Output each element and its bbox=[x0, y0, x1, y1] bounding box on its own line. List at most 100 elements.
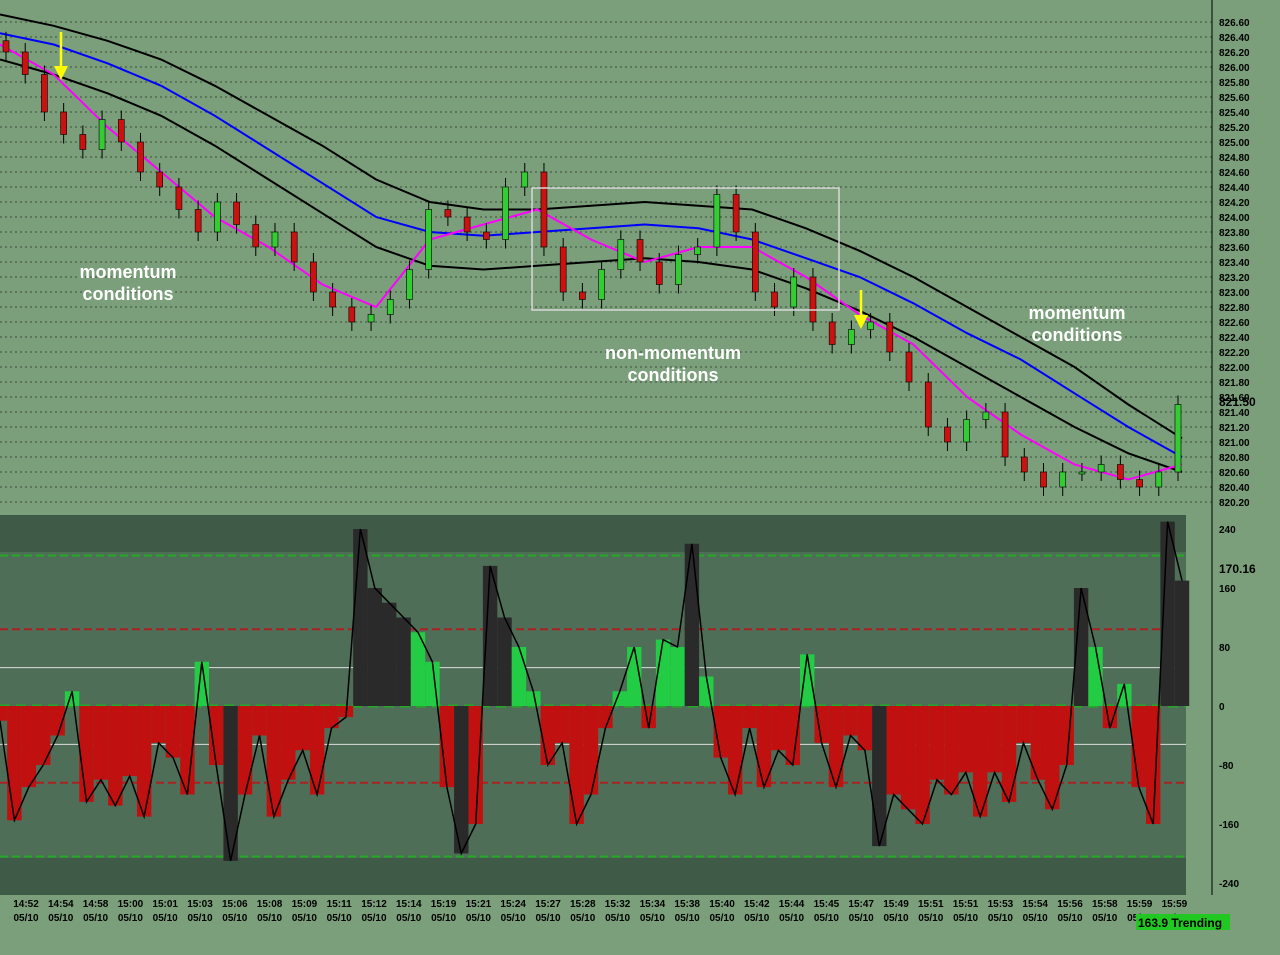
histogram-bar bbox=[944, 706, 959, 795]
y-tick-label: 824.20 bbox=[1219, 198, 1250, 209]
y-tick-label: 821.20 bbox=[1219, 423, 1250, 434]
histogram-bar bbox=[237, 706, 253, 795]
x-tick-time: 15:12 bbox=[361, 899, 387, 910]
histogram-bar bbox=[266, 706, 282, 817]
x-tick-time: 15:27 bbox=[535, 899, 561, 910]
x-tick-date: 05/10 bbox=[187, 913, 212, 924]
candle-body bbox=[963, 419, 970, 443]
annotation-momentum-1: momentum bbox=[79, 262, 176, 282]
histogram-bar bbox=[381, 602, 397, 706]
histogram-bar bbox=[843, 706, 858, 736]
x-tick-time: 15:34 bbox=[640, 899, 666, 910]
candle-body bbox=[790, 276, 798, 308]
x-tick-date: 05/10 bbox=[779, 913, 804, 924]
candle-body bbox=[1117, 464, 1124, 480]
candle-body bbox=[271, 231, 279, 248]
candle-body bbox=[367, 314, 375, 323]
histogram-bar bbox=[1117, 683, 1132, 706]
x-tick-date: 05/10 bbox=[431, 913, 456, 924]
indicator-histogram bbox=[0, 521, 1190, 862]
candle-body bbox=[1174, 404, 1182, 473]
price-grid bbox=[0, 21, 1212, 503]
candle-body bbox=[60, 111, 67, 135]
candle-body bbox=[579, 291, 586, 300]
histogram-bar bbox=[36, 706, 51, 765]
x-tick-time: 15:59 bbox=[1127, 899, 1153, 910]
x-tick-date: 05/10 bbox=[849, 913, 874, 924]
histogram-bar bbox=[482, 565, 498, 706]
x-tick-time: 15:58 bbox=[1092, 899, 1118, 910]
candle-body bbox=[348, 306, 356, 323]
candle-body bbox=[713, 194, 721, 248]
candle-body bbox=[483, 231, 490, 240]
candle-body bbox=[732, 194, 740, 233]
candle-body bbox=[1001, 411, 1009, 458]
candle-body bbox=[1020, 456, 1028, 473]
annotation-momentum-2-line2: conditions bbox=[1032, 325, 1123, 345]
price-y-axis: 826.60 826.40 826.20 826.00 825.80 825.60 825.… bbox=[1211, 0, 1250, 512]
x-tick-time: 15:14 bbox=[396, 899, 422, 910]
histogram-bar bbox=[900, 706, 916, 810]
histogram-bar bbox=[627, 647, 642, 706]
x-tick-date: 05/10 bbox=[605, 913, 630, 924]
last-price-label: 821.50 bbox=[1219, 395, 1256, 409]
candle-body bbox=[252, 224, 260, 248]
histogram-bar bbox=[309, 706, 325, 795]
y-tick-label: 823.20 bbox=[1219, 273, 1250, 284]
indicator-outline bbox=[0, 521, 1183, 862]
indicator-y-tick-label: 240 bbox=[1219, 525, 1236, 536]
x-tick-time: 15:01 bbox=[152, 899, 178, 910]
x-tick-date: 05/10 bbox=[1092, 913, 1117, 924]
x-tick-date: 05/10 bbox=[396, 913, 421, 924]
last-indicator-label: 170.16 bbox=[1219, 562, 1256, 576]
indicator-lower-zone bbox=[0, 858, 1186, 895]
histogram-bar bbox=[569, 706, 584, 824]
histogram-bar bbox=[1045, 706, 1060, 810]
price-candles bbox=[2, 31, 1182, 496]
histogram-bar bbox=[21, 706, 37, 788]
candle-body bbox=[156, 171, 164, 188]
histogram-bar bbox=[1160, 521, 1175, 706]
candle-body bbox=[924, 381, 932, 428]
histogram-bar bbox=[1001, 706, 1017, 802]
candle-body bbox=[175, 186, 183, 210]
x-tick-date: 05/10 bbox=[118, 913, 143, 924]
annotation-non-momentum-line2: conditions bbox=[628, 365, 719, 385]
x-tick-time: 15:09 bbox=[292, 899, 318, 910]
overlay-line bbox=[0, 58, 1183, 473]
y-tick-label: 824.40 bbox=[1219, 183, 1250, 194]
indicator-upper-zone bbox=[0, 515, 1186, 552]
histogram-bar bbox=[713, 706, 728, 758]
histogram-bar bbox=[1030, 706, 1046, 780]
histogram-bar bbox=[281, 706, 296, 780]
x-tick-time: 15:59 bbox=[1162, 899, 1188, 910]
histogram-bar bbox=[1088, 647, 1103, 706]
candle-body bbox=[867, 321, 874, 330]
candle-body bbox=[41, 74, 48, 113]
x-tick-date: 05/10 bbox=[675, 913, 700, 924]
histogram-bar bbox=[958, 706, 973, 773]
histogram-bar bbox=[396, 617, 411, 706]
x-tick-date: 05/10 bbox=[327, 913, 352, 924]
histogram-bar bbox=[136, 706, 152, 817]
histogram-bar bbox=[0, 706, 8, 721]
histogram-bar bbox=[151, 706, 166, 743]
x-tick-time: 15:47 bbox=[848, 899, 874, 910]
x-tick-date: 05/10 bbox=[292, 913, 317, 924]
candle-body bbox=[598, 269, 605, 300]
candle-body bbox=[1078, 471, 1086, 475]
x-tick-time: 15:11 bbox=[327, 899, 352, 910]
histogram-bar bbox=[929, 706, 945, 780]
x-tick-time: 15:53 bbox=[988, 899, 1014, 910]
x-tick-time: 15:45 bbox=[814, 899, 840, 910]
y-tick-label: 823.40 bbox=[1219, 258, 1250, 269]
candle-body bbox=[137, 141, 144, 173]
candle-body bbox=[1136, 479, 1143, 488]
x-tick-date: 05/10 bbox=[361, 913, 386, 924]
histogram-bar bbox=[756, 706, 772, 788]
x-tick-time: 15:24 bbox=[500, 899, 526, 910]
x-tick-time: 15:08 bbox=[257, 899, 283, 910]
candle-body bbox=[982, 411, 990, 420]
x-tick-date: 05/10 bbox=[501, 913, 526, 924]
histogram-bar bbox=[785, 706, 801, 765]
